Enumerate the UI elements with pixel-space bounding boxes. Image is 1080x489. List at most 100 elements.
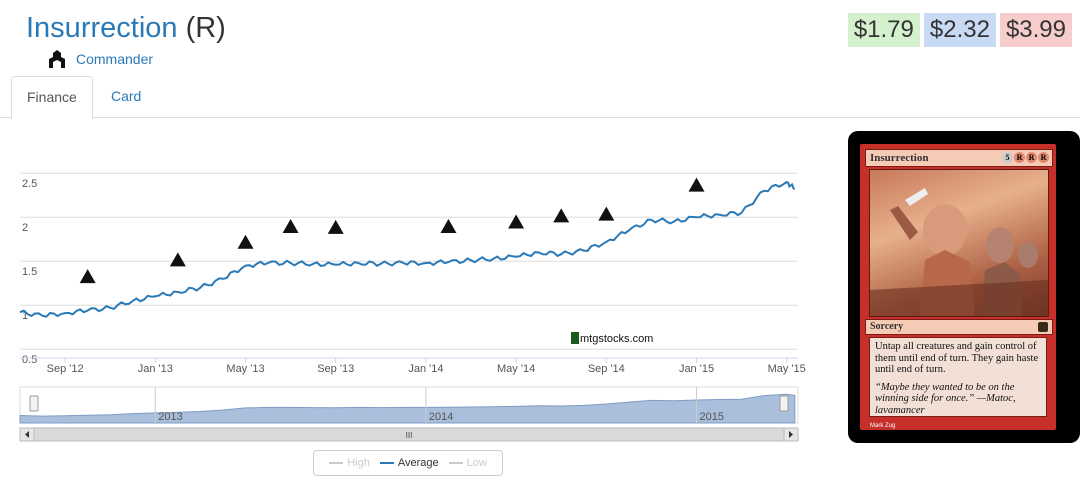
fate-reforged-set-icon[interactable] bbox=[688, 177, 705, 192]
average-price-point[interactable] bbox=[109, 306, 112, 309]
born-of-the-gods-set-icon[interactable] bbox=[440, 218, 457, 233]
tab-bar: Finance Card bbox=[0, 76, 1080, 119]
card-name: Insurrection bbox=[26, 12, 178, 44]
mana-generic-symbol: 5 bbox=[1002, 152, 1013, 163]
average-price-point[interactable] bbox=[650, 218, 653, 221]
tab-card[interactable]: Card bbox=[111, 88, 142, 104]
legend-low-line bbox=[448, 462, 463, 464]
average-price-point[interactable] bbox=[244, 264, 247, 267]
average-price-point[interactable] bbox=[718, 213, 721, 216]
navigator-year-label: 2015 bbox=[700, 411, 724, 423]
y-tick-label: 2.5 bbox=[22, 178, 37, 190]
average-price-line[interactable] bbox=[19, 180, 796, 318]
average-price-point[interactable] bbox=[312, 262, 315, 265]
mtgstocks-logo-icon bbox=[571, 332, 579, 344]
legend-average[interactable]: Average bbox=[379, 457, 439, 469]
average-price-point[interactable] bbox=[154, 295, 157, 298]
average-price-point[interactable] bbox=[695, 216, 698, 219]
dragons-maze-set-icon[interactable] bbox=[237, 234, 254, 249]
high-price-badge: $3.99 bbox=[999, 13, 1072, 47]
card-type-line: Sorcery bbox=[870, 321, 904, 332]
average-price-point[interactable] bbox=[582, 249, 585, 252]
price-chart: 0.5 1 1.5 2 2.5 Sep '12 Jan '13 May '13 Sep '13 J… bbox=[0, 120, 820, 484]
average-price-point[interactable] bbox=[289, 262, 292, 265]
average-price-point[interactable] bbox=[793, 188, 796, 191]
set-link[interactable]: Commander bbox=[76, 51, 154, 67]
journey-into-nyx-set-icon[interactable] bbox=[508, 214, 525, 229]
average-price-point[interactable] bbox=[267, 262, 270, 265]
legend-high-label: High bbox=[347, 457, 370, 469]
chart-legend: High Average Low bbox=[313, 450, 503, 476]
average-price-badge: $2.32 bbox=[923, 13, 996, 47]
legend-low-label: Low bbox=[466, 457, 487, 469]
average-price-point[interactable] bbox=[402, 262, 405, 265]
average-price-point[interactable] bbox=[627, 229, 630, 232]
card-artist: Mark Zug bbox=[870, 423, 896, 429]
average-price-point[interactable] bbox=[560, 253, 563, 256]
navigator-right-handle[interactable] bbox=[779, 395, 789, 412]
average-price-point[interactable] bbox=[357, 262, 360, 265]
x-tick-label: Jan '13 bbox=[138, 363, 173, 375]
average-price-point[interactable] bbox=[763, 189, 766, 192]
card-rarity: (R) bbox=[185, 12, 226, 44]
y-tick-label: 0.5 bbox=[22, 354, 37, 366]
khans-of-tarkir-set-icon[interactable] bbox=[598, 206, 615, 221]
average-price-point[interactable] bbox=[424, 262, 427, 265]
average-price-point[interactable] bbox=[515, 255, 518, 258]
legend-average-line bbox=[379, 462, 394, 464]
mana-red-symbol: R bbox=[1038, 152, 1049, 163]
average-price-point[interactable] bbox=[740, 211, 743, 214]
average-price-point[interactable] bbox=[41, 314, 44, 317]
mana-red-symbol: R bbox=[1014, 152, 1025, 163]
average-price-point[interactable] bbox=[379, 262, 382, 265]
average-price-point[interactable] bbox=[673, 220, 676, 223]
navigator-left-handle[interactable] bbox=[29, 395, 39, 412]
card-artwork bbox=[869, 169, 1049, 317]
x-tick-label: May '14 bbox=[497, 363, 535, 375]
y-tick-label: 2 bbox=[22, 222, 28, 234]
average-price-point[interactable] bbox=[176, 291, 179, 294]
average-price-point[interactable] bbox=[19, 311, 22, 314]
legend-average-label: Average bbox=[397, 457, 439, 469]
tab-divider bbox=[0, 117, 1080, 118]
theros-set-icon[interactable] bbox=[327, 219, 344, 234]
m14-set-icon[interactable] bbox=[282, 218, 299, 233]
y-tick-label: 1 bbox=[22, 310, 28, 322]
card-image-name: Insurrection bbox=[870, 152, 929, 164]
average-price-point[interactable] bbox=[64, 312, 67, 315]
card-flavor-text: “Maybe they wanted to be on the winning … bbox=[875, 381, 1016, 416]
card-frame: Insurrection 5 R R R Sorcery bbox=[860, 144, 1056, 430]
scroll-left-arrow-icon bbox=[25, 431, 29, 438]
average-price-point[interactable] bbox=[131, 299, 134, 302]
commander-set-icon bbox=[49, 50, 65, 68]
card-text-box: Untap all creatures and gain control of … bbox=[869, 337, 1047, 417]
average-price-point[interactable] bbox=[470, 259, 473, 262]
average-price-point[interactable] bbox=[447, 261, 450, 264]
average-price-point[interactable] bbox=[537, 251, 540, 254]
x-tick-label: May '15 bbox=[768, 363, 806, 375]
card-image: Insurrection 5 R R R Sorcery bbox=[848, 131, 1080, 443]
average-price-point[interactable] bbox=[222, 277, 225, 280]
card-rules-text: Untap all creatures and gain control of … bbox=[875, 341, 1039, 375]
chart-watermark: mtgstocks.com bbox=[580, 333, 653, 345]
average-price-point[interactable] bbox=[199, 286, 202, 289]
card-type-bar: Sorcery bbox=[865, 319, 1053, 335]
average-price-point[interactable] bbox=[605, 240, 608, 243]
scrollbar-grip: III bbox=[406, 431, 413, 440]
x-tick-label: Sep '13 bbox=[317, 363, 354, 375]
set-symbol-icon bbox=[1038, 322, 1048, 332]
return-to-ravnica-set-icon[interactable] bbox=[79, 269, 96, 284]
tab-finance[interactable]: Finance bbox=[11, 76, 93, 119]
price-chart-svg[interactable]: 0.5 1 1.5 2 2.5 Sep '12 Jan '13 May '13 Sep '13 J… bbox=[0, 120, 820, 484]
average-price-point[interactable] bbox=[334, 263, 337, 266]
average-price-point[interactable] bbox=[492, 257, 495, 260]
m15-set-icon[interactable] bbox=[553, 208, 570, 223]
average-price-point[interactable] bbox=[86, 309, 89, 312]
x-tick-label: Sep '12 bbox=[47, 363, 84, 375]
average-price-point[interactable] bbox=[785, 181, 788, 184]
legend-low[interactable]: Low bbox=[448, 457, 487, 469]
gatecrash-set-icon[interactable] bbox=[169, 252, 186, 267]
low-price-badge: $1.79 bbox=[847, 13, 920, 47]
legend-high-line bbox=[329, 462, 344, 464]
legend-high[interactable]: High bbox=[329, 457, 370, 469]
